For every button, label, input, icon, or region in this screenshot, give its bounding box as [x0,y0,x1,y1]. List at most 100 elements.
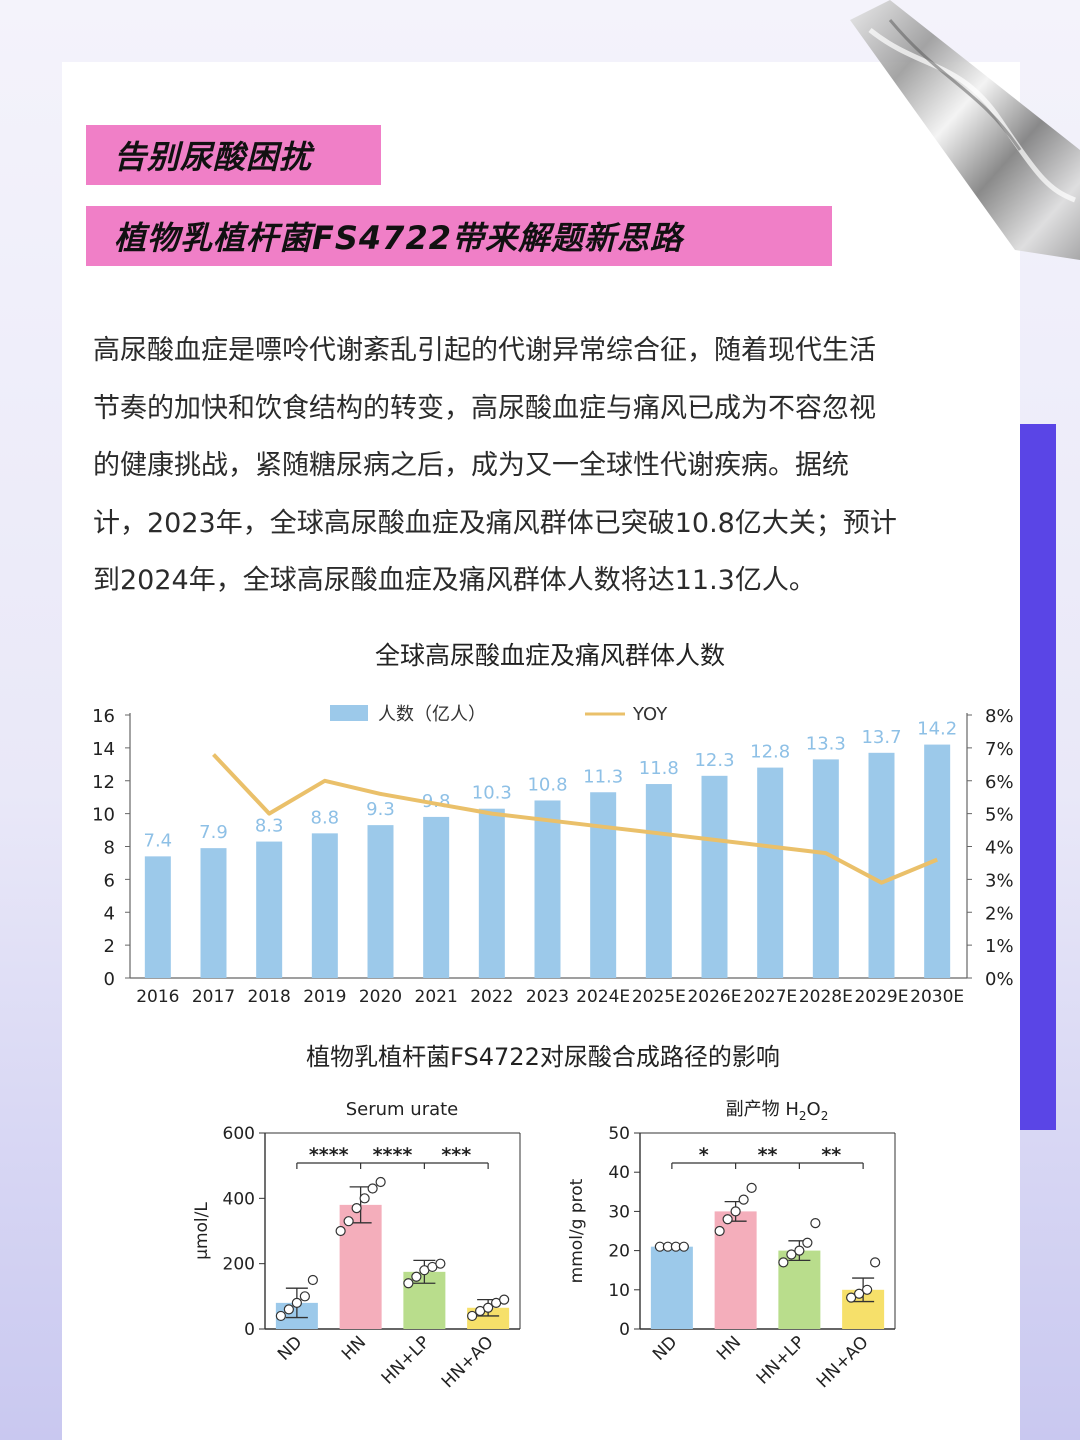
x-tick-label: HN [338,1332,370,1364]
data-point [335,1225,346,1237]
bar [534,800,561,978]
x-tick-label: 2030E [910,987,964,1007]
decorative-tape [850,0,1080,260]
x-tick-label: 2026E [687,987,741,1007]
y2-tick-label: 2% [985,903,1014,924]
x-tick-label: 2029E [854,987,908,1007]
bar-value-label: 7.9 [199,822,228,843]
data-point [351,1203,362,1214]
y-tick-label: 14 [92,739,115,760]
y-tick-label: 6 [104,870,115,891]
bar-value-label: 10.8 [527,774,567,795]
data-point [483,1302,494,1313]
x-tick-label: 2023 [526,987,569,1007]
y2-tick-label: 5% [985,805,1014,826]
y-tick-label: 200 [223,1255,255,1275]
data-point [802,1237,813,1248]
x-tick-label: HN+AO [813,1332,873,1392]
x-tick-label: 2020 [359,987,402,1007]
y2-tick-label: 1% [985,936,1014,957]
bar [812,759,839,978]
x-tick-label: HN+LP [378,1332,434,1388]
x-tick-label: HN+LP [753,1332,809,1388]
x-tick-label: 2016 [136,987,179,1007]
y2-tick-label: 3% [985,870,1014,891]
y-tick-label: 16 [92,706,115,727]
y-tick-label: 12 [92,772,115,793]
bar [650,1246,693,1329]
data-point [786,1249,797,1260]
side-accent-bar [1020,424,1056,1130]
y2-tick-label: 6% [985,772,1014,793]
data-point [435,1258,446,1269]
data-point [738,1194,749,1205]
significance-label: **** [309,1144,349,1166]
data-point [722,1214,733,1225]
x-tick-label: 2022 [470,987,513,1007]
legend-swatch-bars [330,705,368,721]
intro-line: 高尿酸血症是嘌呤代谢紊乱引起的代谢异常综合征，随着现代生活 [93,335,876,366]
data-point [499,1294,510,1305]
x-tick-label: HN+AO [438,1332,498,1392]
bar-value-label: 8.3 [255,816,284,837]
x-tick-label: 2027E [743,987,797,1007]
bar [423,816,450,978]
title-banner-1: 告别尿酸困扰 [86,125,381,185]
y-axis-label: μmol/L [192,1202,212,1260]
y-tick-label: 10 [608,1281,630,1301]
y-tick-label: 600 [223,1124,255,1144]
data-point [411,1271,422,1282]
y-tick-label: 400 [223,1189,255,1209]
y-tick-label: 30 [608,1202,630,1222]
legend-label-bars: 人数（亿人） [378,704,486,725]
content-card [62,62,1020,1440]
y-tick-label: 8 [104,838,115,859]
bar [757,767,784,978]
intro-line: 的健康挑战，紧随糖尿病之后，成为又一全球性代谢疾病。据统 [93,450,849,481]
x-tick-label: 2025E [632,987,686,1007]
bar [868,752,895,978]
bar-value-label: 11.8 [639,758,679,779]
bar [367,825,394,978]
bar-value-label: 9.3 [366,799,395,820]
intro-line: 计，2023年，全球高尿酸血症及痛风群体已突破10.8亿大关；预计 [93,507,897,539]
significance-label: * [699,1144,709,1166]
data-point [403,1278,414,1289]
y-axis-label: mmol/g prot [567,1178,587,1283]
data-point [810,1218,821,1229]
intro-line: 到2024年，全球高尿酸血症及痛风群体人数将达11.3亿人。 [93,565,816,596]
h2o2-panel: 副产物 H2O2 0 10 20 30 40 50 mmol/g prot ND HN HN+LP H… [567,1099,896,1392]
data-point [870,1257,881,1268]
title-line-1: 告别尿酸困扰 [114,138,313,176]
bar [144,856,171,978]
legend-label-yoy: YOY [632,704,668,725]
effect-chart-title: 植物乳植杆菌FS4722对尿酸合成路径的影响 [306,1043,780,1071]
y-tick-label: 20 [608,1242,630,1262]
data-point [299,1291,310,1302]
panel-title: 副产物 H2O2 [726,1099,829,1123]
x-tick-label: 2021 [415,987,458,1007]
data-point [467,1310,478,1322]
y2-tick-label: 7% [985,739,1014,760]
x-tick-label: 2024E [576,987,630,1007]
data-point [714,1225,725,1237]
x-tick-label: HN [713,1332,745,1364]
data-point [678,1241,689,1252]
data-point [794,1245,805,1256]
bar [311,833,338,978]
yoy-line [212,753,938,885]
serum-urate-panel: Serum urate 0 200 400 600 μmol/L ND HN HN+LP HN+A… [192,1099,521,1392]
y-tick-label: 40 [608,1163,630,1183]
data-point [283,1304,294,1315]
x-tick-label: 2017 [192,987,235,1007]
bar [200,848,227,978]
y2-tick-label: 8% [985,706,1014,727]
bar-value-label: 7.4 [144,830,173,851]
y-tick-label: 0 [104,969,115,990]
chart-title: 全球高尿酸血症及痛风群体人数 [375,641,725,670]
data-point [367,1183,378,1194]
y-tick-label: 2 [104,936,115,957]
bar-value-label: 11.3 [583,766,623,787]
significance-label: ** [758,1144,778,1166]
bar-value-label: 10.3 [472,783,512,804]
